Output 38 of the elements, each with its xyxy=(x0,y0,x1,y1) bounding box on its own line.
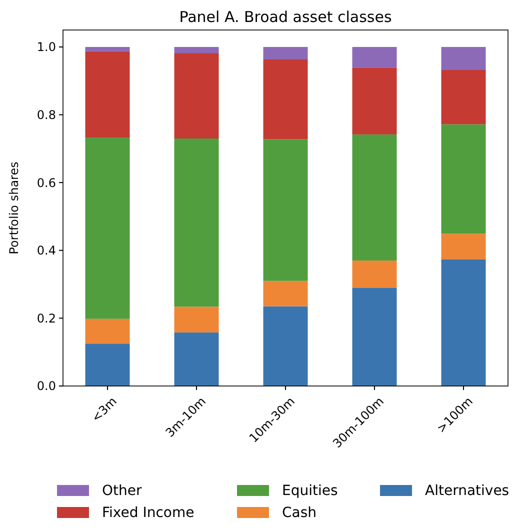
legend-label: Equities xyxy=(282,482,338,499)
bar xyxy=(174,46,219,54)
bar xyxy=(263,139,308,281)
bar xyxy=(174,138,219,307)
bar xyxy=(441,259,486,386)
bar xyxy=(174,53,219,138)
bar xyxy=(352,288,397,386)
legend-label: Other xyxy=(102,482,142,499)
bar xyxy=(174,306,219,332)
bar xyxy=(352,134,397,261)
bar xyxy=(441,124,486,234)
y-tick-label: 0.6 xyxy=(36,176,56,190)
y-tick-label: 0.0 xyxy=(36,379,56,394)
bar xyxy=(85,51,130,138)
y-axis-title: Portfolio shares xyxy=(7,162,21,254)
legend-label: Fixed Income xyxy=(102,504,194,521)
y-tick-label: 0.2 xyxy=(36,311,56,326)
bar xyxy=(174,332,219,386)
chart-title: Panel A. Broad asset classes xyxy=(179,8,392,26)
bar xyxy=(352,260,397,288)
y-tick-label: 1.0 xyxy=(36,40,56,54)
bar xyxy=(352,68,397,134)
bar xyxy=(263,59,308,140)
bar xyxy=(441,46,486,70)
bar xyxy=(263,280,308,306)
legend-label: Cash xyxy=(282,504,317,521)
bar xyxy=(352,46,397,68)
bar xyxy=(263,306,308,386)
legend-label: Alternatives xyxy=(425,482,510,499)
y-tick-label: 0.8 xyxy=(36,108,56,122)
bar xyxy=(263,46,308,60)
bar xyxy=(85,344,130,386)
bar xyxy=(441,234,486,260)
bar xyxy=(85,137,130,319)
y-tick-label: 0.4 xyxy=(36,244,56,258)
bar xyxy=(85,318,130,344)
bar xyxy=(441,70,486,124)
bar xyxy=(85,46,130,52)
